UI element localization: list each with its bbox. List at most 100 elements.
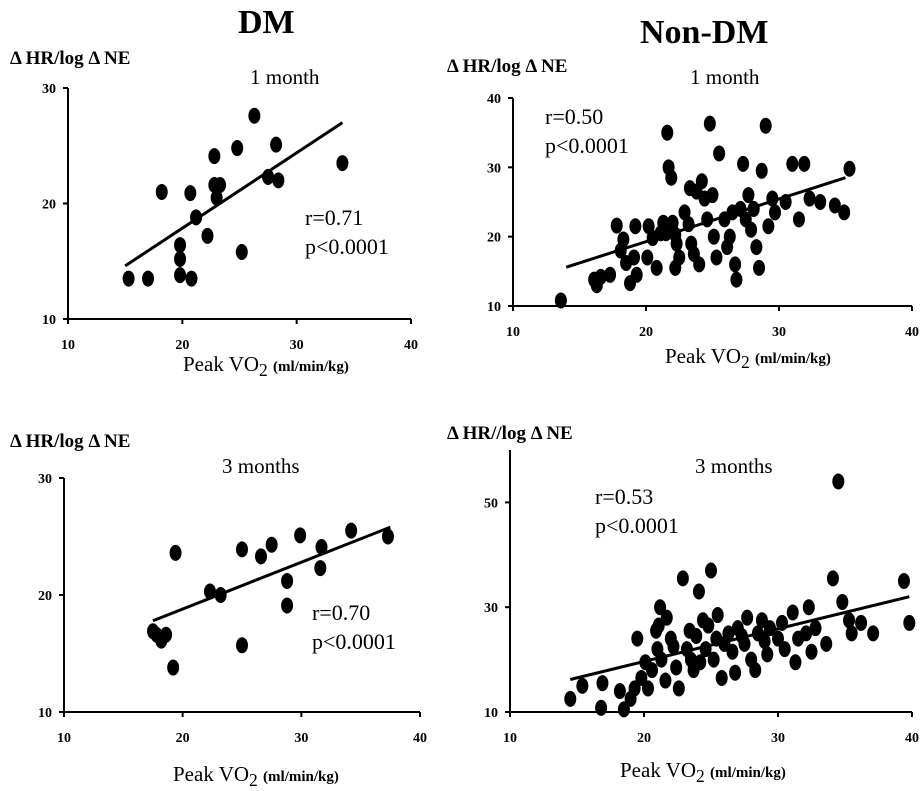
dm-column-title: DM [238, 4, 295, 41]
panel-nondm-1m-y-tick-label: 30 [487, 161, 501, 176]
panel-dm-3m-data-point [160, 626, 173, 643]
panel-dm-3m-data-point [254, 548, 267, 565]
panel-nondm-1m-data-point [742, 187, 755, 204]
panel-nondm-3m-data-point [676, 570, 689, 587]
panel-nondm-3m-data-point [705, 562, 717, 579]
panel-nondm-1m-title: 1 month [690, 65, 760, 89]
panel-nondm-3m-data-point [595, 699, 608, 716]
panel-dm-3m-data-point [203, 583, 216, 600]
panel-nondm-3m-y-tick-label: 10 [484, 706, 498, 721]
panel-nondm-1m-data-point [723, 228, 736, 245]
panel-nondm-1m-data-point [604, 266, 617, 283]
panel-nondm-3m-data-point [729, 664, 742, 681]
panel-dm-1m-y-tick-label: 30 [42, 82, 56, 97]
panel-nondm-3m-data-point [786, 604, 799, 621]
panel-dm-1m-ylabel: Δ HR/log Δ NE [10, 48, 131, 69]
panel-nondm-3m-data-point [564, 690, 577, 707]
panel-dm-1m-xlabel-unit: (ml/min/kg) [273, 359, 349, 375]
panel-nondm-3m-data-point [763, 620, 776, 637]
panel-nondm-1m-data-point [669, 259, 682, 276]
panel-dm-1m-data-point [201, 227, 214, 244]
panel-nondm-1m-x-tick-label: 10 [506, 325, 520, 340]
panel-nondm-3m-data-point [660, 609, 673, 626]
panel-nondm-3m-data-point [855, 614, 868, 631]
panel-nondm-1m-r-value: r=0.50 [545, 104, 604, 129]
panel-nondm-3m-xlabel-sub: 2 [696, 766, 705, 787]
panel-nondm-3m-data-point [576, 677, 589, 694]
panel-nondm-1m-data-point [665, 169, 678, 186]
panel-nondm-3m-data-point [667, 638, 680, 655]
panel-dm-3m-p-value: p<0.0001 [312, 629, 396, 654]
panel-nondm-3m-x-tick-label: 10 [503, 731, 517, 746]
panel-nondm-3m-data-point [843, 612, 856, 629]
panel-nondm-3m-data-point [617, 701, 630, 718]
panel-nondm-1m-data-point [753, 259, 766, 276]
panel-nondm-3m-data-point [741, 609, 754, 626]
panel-nondm-1m-data-point [706, 187, 719, 204]
panel-dm-1m-data-point [248, 107, 261, 124]
panel-nondm-1m-y-tick-label: 10 [487, 300, 501, 315]
panel-nondm-3m-data-point [809, 620, 822, 637]
panel-nondm-3m-data-point [820, 635, 833, 652]
panel-dm-3m-xlabel-unit: (ml/min/kg) [263, 769, 339, 785]
panel-dm-3m-fit-line [152, 525, 391, 623]
panel-dm-3m-ylabel: Δ HR/log Δ NE [10, 431, 131, 452]
panel-nondm-3m-data-point [761, 646, 774, 663]
panel-nondm-1m-data-point [786, 155, 799, 172]
panel-nondm-3m-p-value: p<0.0001 [595, 513, 679, 538]
panel-nondm-1m-data-point [661, 124, 674, 141]
panel-nondm-1m-data-point [792, 211, 805, 228]
panel-dm-1m-xlabel-main: Peak VO [183, 352, 260, 376]
panel-dm-1m-data-point [174, 237, 187, 254]
panel-dm-1m-title: 1 month [250, 65, 320, 89]
panel-nondm-1m-data-point [659, 225, 672, 242]
panel-dm-1m-data-point [210, 189, 223, 206]
panel-nondm-3m-data-point [642, 680, 655, 697]
panel-nondm-3m-data-point [694, 654, 707, 671]
panel-nondm-1m-data-point [695, 173, 708, 190]
panel-nondm-1m-data-point [650, 259, 663, 276]
panel-nondm-1m-data-point [737, 155, 750, 172]
panel-nondm-3m-data-point [631, 630, 644, 647]
panel-nondm-1m-xlabel-unit: (ml/min/kg) [755, 351, 831, 367]
panel-nondm-3m-data-point [613, 683, 626, 700]
panel-nondm-3m-data-point [654, 599, 667, 616]
panel-nondm-1m-data-point [614, 242, 627, 259]
panel-dm-1m-p-value: p<0.0001 [305, 234, 389, 259]
non-dm-column-title: Non-DM [640, 14, 769, 51]
panel-nondm-1m-x-tick-label: 20 [639, 325, 653, 340]
panel-dm-1m-data-point [142, 270, 155, 287]
panel-nondm-3m-data-point [672, 680, 685, 697]
panel-dm-1m-data-point [235, 244, 248, 261]
panel-nondm-3m-x-tick-label: 40 [905, 731, 919, 746]
panel-nondm-3m-data-point [699, 641, 712, 658]
panel-nondm-1m-x-tick-label: 30 [772, 325, 786, 340]
panel-nondm-3m-x-tick-label: 20 [637, 731, 651, 746]
panel-nondm-3m-data-point [596, 675, 609, 692]
panel-nondm-3m-data-point [903, 614, 916, 631]
panel-nondm-3m-data-point [832, 473, 845, 490]
panel-dm-1m-data-point [184, 185, 197, 202]
panel-nondm-3m-data-point [772, 630, 784, 647]
panel-nondm-1m-data-point [682, 216, 695, 233]
panel-nondm-3m-y-tick-label: 30 [484, 601, 498, 616]
panel-nondm-3m-data-point [628, 680, 641, 697]
panel-dm-1m-x-tick-label: 20 [175, 338, 189, 353]
panel-dm-3m-data-point [315, 539, 328, 556]
panel-nondm-1m-data-point [628, 249, 641, 266]
panel-nondm-1m-ylabel: Δ HR/log Δ NE [447, 56, 568, 77]
panel-nondm-3m-data-point [758, 633, 771, 650]
panel-nondm-1m-data-point [590, 277, 603, 294]
panel-nondm-3m-stats: r=0.53 p<0.0001 [595, 482, 679, 540]
panel-nondm-3m-data-point [800, 625, 813, 642]
panel-dm-1m-x-tick-label: 10 [61, 338, 75, 353]
panel-nondm-3m-data-point [867, 625, 880, 642]
panel-nondm-3m-data-point [826, 570, 839, 587]
panel-nondm-1m-data-point [803, 190, 816, 207]
panel-nondm-3m-ylabel: Δ HR//log Δ NE [447, 423, 573, 444]
panel-nondm-1m-data-point [610, 217, 623, 234]
panel-dm-3m-x-tick-label: 30 [294, 731, 308, 746]
panel-nondm-1m-y-tick-label: 40 [487, 92, 501, 107]
panel-dm-1m-y-tick-label: 20 [42, 198, 56, 213]
